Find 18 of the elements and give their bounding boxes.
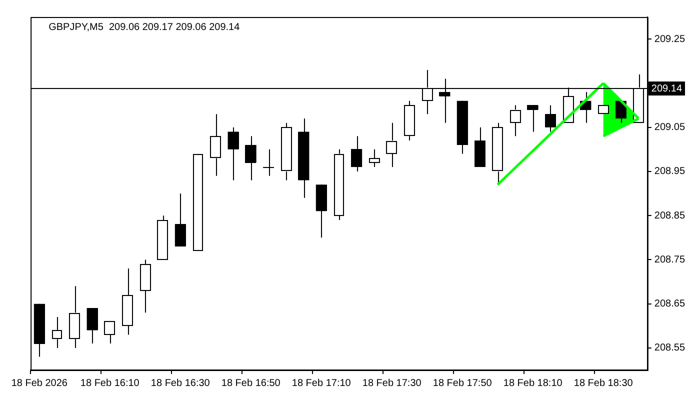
y-tick-label: 209.25 bbox=[654, 34, 686, 45]
y-tick-label: 208.65 bbox=[654, 298, 686, 310]
y-tick-label: 208.85 bbox=[654, 210, 686, 222]
y-tick-label: 209.05 bbox=[654, 122, 686, 134]
x-tick-label: 18 Feb 17:10 bbox=[292, 378, 352, 389]
ref-line-label: 209.14 bbox=[651, 83, 682, 94]
x-tick-label: 18 Feb 16:30 bbox=[150, 378, 210, 389]
x-tick-label: 18 Feb 18:30 bbox=[574, 378, 634, 389]
x-tick-label: 18 Feb 2026 bbox=[11, 378, 68, 389]
text: GBPJPY,M5 209.06 209.17 209.06 209.14 bbox=[48, 22, 240, 33]
y-tick-label: 208.95 bbox=[654, 166, 686, 178]
x-tick-label: 18 Feb 17:50 bbox=[432, 378, 492, 389]
x-tick-label: 18 Feb 16:10 bbox=[80, 378, 140, 389]
y-tick-label: 208.75 bbox=[654, 254, 686, 266]
y-tick-label: 208.55 bbox=[654, 342, 686, 354]
x-tick-label: 18 Feb 18:10 bbox=[503, 378, 563, 389]
x-tick-label: 18 Feb 16:50 bbox=[221, 378, 281, 389]
x-tick-label: 18 Feb 17:30 bbox=[362, 378, 422, 389]
